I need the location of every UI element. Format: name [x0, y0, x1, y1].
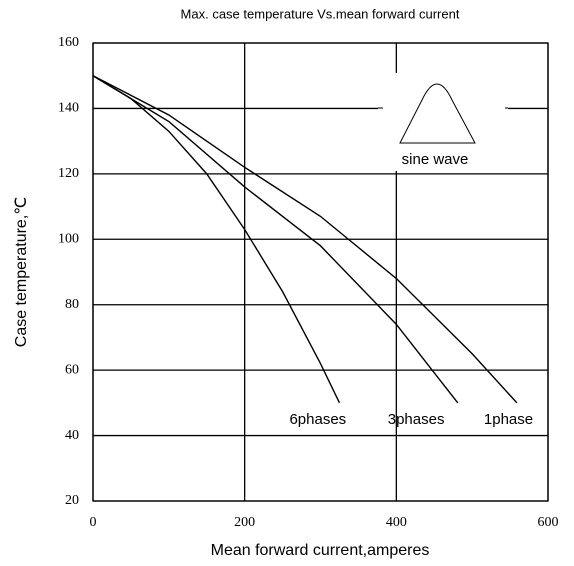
y-axis-label: Case temperature,℃	[13, 197, 30, 347]
series-label: 6phases	[289, 411, 346, 428]
y-tick-label: 100	[58, 232, 79, 247]
y-tick-label: 60	[65, 362, 79, 377]
sine-icon	[399, 83, 476, 144]
series-line	[92, 75, 459, 404]
series-label: 1phase	[484, 411, 533, 428]
plot-frame	[92, 42, 549, 502]
y-tick-label: 120	[58, 166, 79, 181]
plot	[92, 75, 518, 404]
y-tick-label: 40	[65, 428, 79, 443]
x-tick-label: 0	[90, 515, 97, 530]
grid	[92, 42, 549, 502]
x-tick-label: 600	[538, 515, 559, 530]
x-tick-label: 400	[386, 515, 407, 530]
y-tick-label: 20	[65, 493, 79, 508]
annotation: sine wave	[402, 151, 469, 168]
series-line	[92, 75, 518, 404]
y-tick-label: 140	[58, 101, 79, 116]
inset-background	[378, 73, 508, 171]
series-label: 3phases	[388, 411, 445, 428]
x-axis-label: Mean forward current,amperes	[211, 542, 430, 559]
series-line	[92, 75, 341, 404]
y-tick-label: 160	[58, 35, 79, 50]
y-tick-label: 80	[65, 297, 79, 312]
chart-title: Max. case temperature Vs.mean forward cu…	[181, 6, 460, 21]
x-tick-label: 200	[234, 515, 255, 530]
